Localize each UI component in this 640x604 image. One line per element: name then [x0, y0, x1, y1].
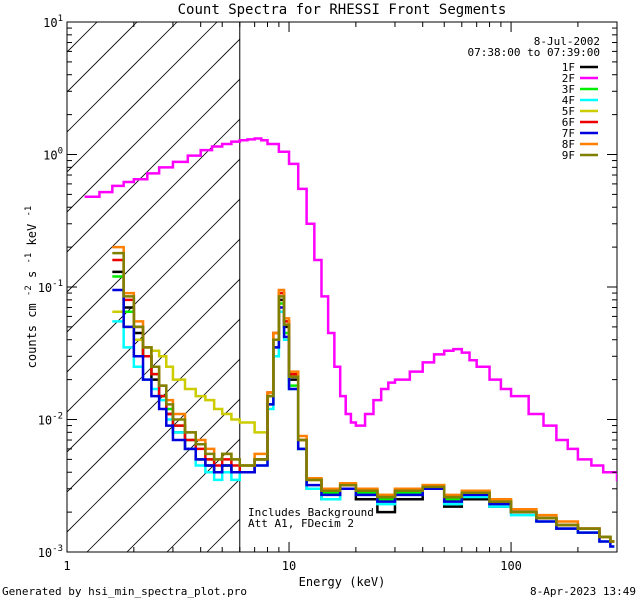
hatch-line — [67, 358, 240, 533]
observation-time-range: 07:38:00 to 07:39:00 — [468, 46, 600, 59]
hatch-line — [67, 158, 240, 333]
y-axis: 10-3 10-2 10-1 100 101 — [38, 14, 617, 560]
legend-label-6F: 6F — [562, 116, 575, 129]
hatch-line — [206, 518, 240, 552]
hatch-line — [67, 22, 138, 93]
hatch-line — [67, 22, 98, 53]
x-tick-label: 10 — [282, 559, 296, 573]
chart-title: Count Spectra for RHESSI Front Segments — [178, 2, 507, 18]
legend-label-5F: 5F — [562, 105, 575, 118]
x-axis-label: Energy (keV) — [299, 575, 386, 589]
legend-label-7F: 7F — [562, 127, 575, 140]
y-tick-label: 100 — [43, 147, 63, 163]
legend-label-8F: 8F — [562, 138, 575, 151]
hatch-line — [67, 278, 240, 453]
observation-date: 8-Jul-2002 — [534, 35, 600, 48]
legend-label-3F: 3F — [562, 83, 575, 96]
y-tick-label: 101 — [43, 14, 63, 30]
y-tick-label: 10-2 — [38, 412, 63, 428]
hatch-line — [67, 38, 240, 213]
y-axis-label: counts cm -2 s -1 keV -1 — [20, 206, 39, 369]
y-tick-label: 10-1 — [38, 279, 63, 295]
hatch-line — [447, 0, 640, 552]
x-tick-label: 100 — [500, 559, 522, 573]
hatch-line — [287, 0, 640, 552]
hatched-region — [0, 0, 640, 552]
series-5F — [112, 291, 615, 543]
y-axis-label-mid2: keV — [25, 224, 39, 246]
x-tick-label: 1 — [63, 559, 70, 573]
hatch-line — [67, 78, 240, 253]
hatch-line — [67, 238, 240, 413]
annotation-attenuator: Att A1, FDecim 2 — [248, 517, 354, 530]
series-7F — [112, 288, 615, 548]
series-9F — [112, 251, 615, 543]
x-axis: 1 10 100 — [63, 22, 618, 573]
y-axis-label-main: counts cm — [25, 303, 39, 368]
hatch-line — [67, 22, 218, 173]
hatch-line — [0, 0, 147, 552]
hatch-line — [86, 398, 240, 552]
footer-generated-by: Generated by hsi_min_spectra_plot.pro — [2, 585, 247, 598]
y-axis-label-exp2: -1 — [24, 253, 34, 264]
legend-label-4F: 4F — [562, 94, 575, 107]
hatch-line — [327, 0, 640, 552]
legend-label-1F: 1F — [562, 61, 575, 74]
hatch-line — [67, 198, 240, 373]
legend-label-9F: 9F — [562, 149, 575, 162]
series-3F — [112, 275, 615, 543]
series-2F — [84, 137, 617, 482]
plot-frame — [66, 21, 618, 553]
y-axis-label-exp3: -1 — [24, 206, 34, 217]
series-layer — [84, 137, 617, 548]
hatch-line — [67, 318, 240, 493]
hatch-line — [0, 0, 107, 552]
y-axis-label-mid1: s — [25, 271, 39, 278]
hatch-line — [407, 0, 640, 552]
hatch-line — [367, 0, 640, 552]
legend-label-2F: 2F — [562, 72, 575, 85]
hatch-line — [67, 22, 178, 133]
series-1F — [112, 270, 615, 543]
hatch-line — [67, 118, 240, 293]
footer-timestamp: 8-Apr-2023 13:49 — [530, 585, 636, 598]
annotation-background: Includes Background — [248, 506, 374, 519]
y-axis-label-exp1: -2 — [24, 285, 34, 296]
y-tick-label: 10-3 — [38, 544, 63, 560]
